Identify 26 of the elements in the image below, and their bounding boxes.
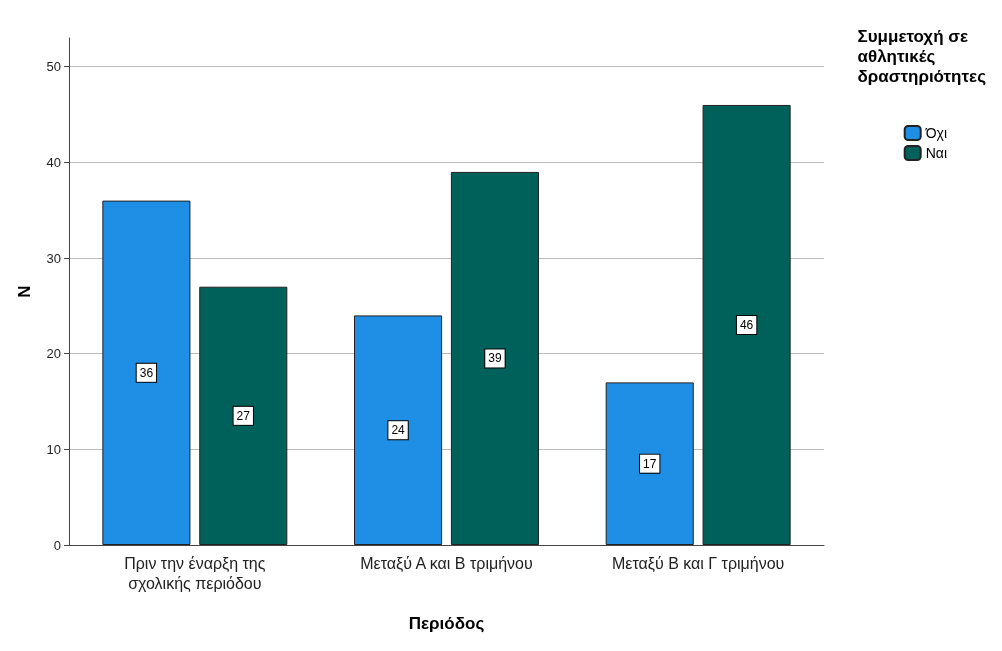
data-label: 36: [139, 365, 154, 380]
legend-label: Όχι: [924, 125, 947, 141]
bar: [450, 171, 539, 545]
x-axis-title: Περιόδος: [408, 614, 485, 633]
y-tick-label: 0: [53, 537, 61, 553]
bar: [354, 315, 443, 545]
x-tick-label: Μεταξύ Α και Β τριμήνου: [360, 554, 533, 573]
data-label: 27: [236, 408, 251, 423]
legend-title: Συμμετοχή σε αθλητικές δραστηριότητες: [857, 26, 987, 86]
x-tick-label: Πριν την έναρξη της σχολικής περιόδου: [124, 554, 266, 592]
y-tick-label: 40: [46, 154, 61, 170]
bar: [605, 382, 694, 545]
y-tick-label: 30: [46, 250, 61, 266]
data-label: 17: [643, 456, 657, 471]
bar: [702, 104, 791, 545]
y-tick-label: 50: [46, 59, 61, 75]
data-label: 46: [739, 317, 754, 332]
legend-label: Ναι: [925, 145, 948, 161]
data-label: 24: [391, 423, 406, 438]
y-tick-label: 10: [46, 441, 61, 457]
bar: [199, 286, 288, 545]
bar: [102, 200, 191, 545]
x-tick-label: Μεταξύ Β και Γ τριμήνου: [611, 554, 785, 573]
y-axis-title: N: [15, 285, 34, 298]
data-label: 39: [488, 351, 502, 366]
y-tick-label: 20: [46, 346, 61, 362]
